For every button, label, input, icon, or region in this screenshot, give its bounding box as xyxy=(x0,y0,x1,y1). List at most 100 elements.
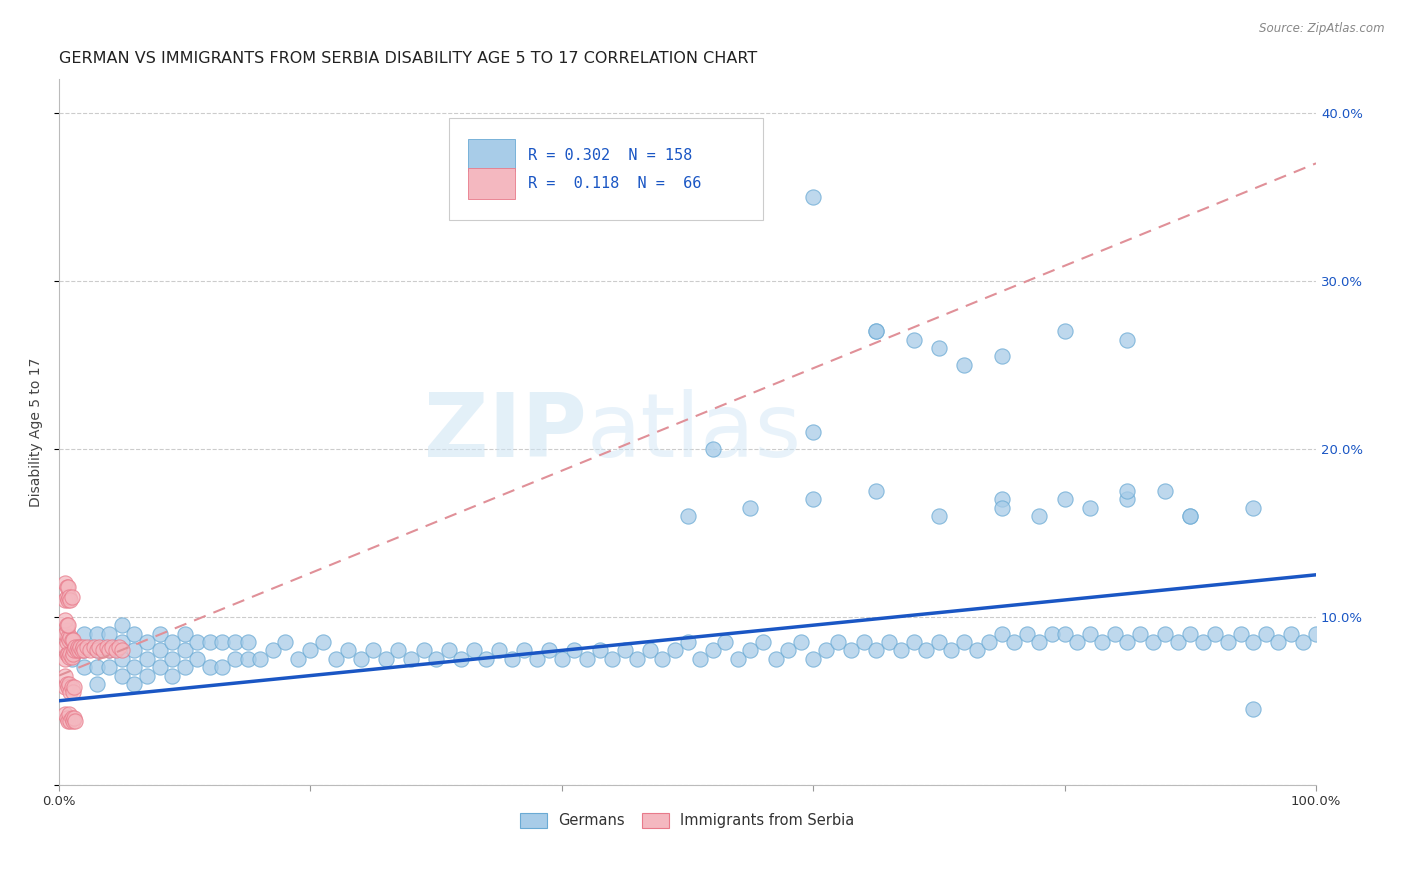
Point xyxy=(53,613,76,627)
Point xyxy=(160,635,183,649)
Point xyxy=(1267,635,1289,649)
Point xyxy=(928,635,950,649)
Point xyxy=(1078,500,1101,515)
Point xyxy=(1091,635,1114,649)
FancyBboxPatch shape xyxy=(468,168,516,199)
Point xyxy=(488,643,510,657)
Point xyxy=(588,643,610,657)
Point xyxy=(979,635,1001,649)
Point xyxy=(60,633,83,648)
Point xyxy=(55,618,77,632)
Point xyxy=(990,500,1012,515)
Point xyxy=(475,652,498,666)
Text: atlas: atlas xyxy=(586,389,801,475)
Point xyxy=(1002,635,1025,649)
Point xyxy=(63,710,86,724)
Point xyxy=(59,714,82,728)
Point xyxy=(425,652,447,666)
Point xyxy=(1142,635,1164,649)
Point xyxy=(86,643,108,657)
Point xyxy=(224,652,246,666)
Point xyxy=(65,714,87,728)
Point xyxy=(651,652,673,666)
Point xyxy=(55,677,77,691)
Point xyxy=(702,442,724,456)
Point xyxy=(676,635,699,649)
Point xyxy=(53,593,76,607)
Point xyxy=(538,643,561,657)
Point xyxy=(86,626,108,640)
Point xyxy=(53,681,76,695)
Text: Source: ZipAtlas.com: Source: ZipAtlas.com xyxy=(1260,22,1385,36)
Point xyxy=(60,681,83,695)
Point xyxy=(211,660,233,674)
Point xyxy=(98,626,121,640)
Point xyxy=(124,643,146,657)
Point xyxy=(59,685,82,699)
Point xyxy=(66,643,89,657)
Point xyxy=(801,425,824,439)
Point xyxy=(55,580,77,594)
Point xyxy=(941,643,963,657)
Point xyxy=(58,677,80,691)
Point xyxy=(186,635,208,649)
Point xyxy=(789,635,811,649)
Point xyxy=(236,635,259,649)
Point xyxy=(59,593,82,607)
Point xyxy=(108,640,131,654)
Point xyxy=(865,643,887,657)
Point xyxy=(86,677,108,691)
Point xyxy=(638,643,661,657)
Point xyxy=(73,626,96,640)
Point xyxy=(173,660,195,674)
Point xyxy=(526,652,548,666)
Point xyxy=(1078,626,1101,640)
Point xyxy=(990,626,1012,640)
Point xyxy=(65,640,87,654)
Point xyxy=(83,640,105,654)
Point xyxy=(1305,626,1327,640)
Point xyxy=(59,647,82,661)
Point xyxy=(1292,635,1315,649)
Point xyxy=(1241,702,1264,716)
Point xyxy=(79,643,101,657)
Point xyxy=(1216,635,1239,649)
Point xyxy=(72,640,94,654)
Point xyxy=(111,643,134,657)
Point xyxy=(1241,635,1264,649)
Point xyxy=(62,714,84,728)
Point xyxy=(104,643,127,657)
Point xyxy=(62,647,84,661)
Point xyxy=(173,643,195,657)
Point xyxy=(1066,635,1088,649)
Point xyxy=(136,652,159,666)
Point xyxy=(101,640,124,654)
Point xyxy=(1167,635,1189,649)
Point xyxy=(337,643,360,657)
Point xyxy=(96,640,118,654)
Point xyxy=(56,593,79,607)
Point xyxy=(852,635,875,649)
Point xyxy=(801,190,824,204)
Point xyxy=(827,635,849,649)
Point xyxy=(56,580,79,594)
Point xyxy=(86,643,108,657)
Text: GERMAN VS IMMIGRANTS FROM SERBIA DISABILITY AGE 5 TO 17 CORRELATION CHART: GERMAN VS IMMIGRANTS FROM SERBIA DISABIL… xyxy=(59,51,758,66)
Point xyxy=(136,635,159,649)
Point xyxy=(740,148,762,162)
Point xyxy=(58,707,80,722)
Point xyxy=(613,643,636,657)
Point xyxy=(740,500,762,515)
Point xyxy=(1116,333,1139,347)
Point xyxy=(890,643,912,657)
Point xyxy=(903,635,925,649)
Point xyxy=(63,643,86,657)
Point xyxy=(1154,483,1177,498)
Point xyxy=(740,643,762,657)
Point xyxy=(287,652,309,666)
Point xyxy=(60,590,83,604)
Point xyxy=(1180,508,1202,523)
Point xyxy=(60,652,83,666)
Point xyxy=(111,652,134,666)
Point xyxy=(56,681,79,695)
